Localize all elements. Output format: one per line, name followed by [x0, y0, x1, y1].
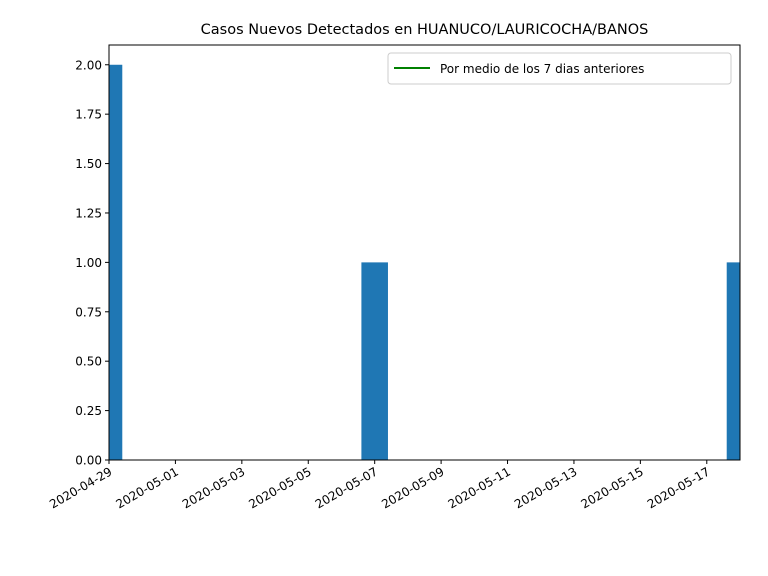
- y-tick-label: 0.50: [75, 355, 102, 369]
- y-tick-label: 1.00: [75, 256, 102, 270]
- legend-box: [387, 52, 732, 85]
- y-tick-label: 1.50: [75, 157, 102, 171]
- chart-title: Casos Nuevos Detectados en HUANUCO/LAURI…: [201, 22, 649, 38]
- bar: [726, 262, 740, 460]
- y-tick-label: 1.25: [75, 206, 102, 220]
- y-tick-label: 2.00: [75, 58, 102, 72]
- legend-label: Por medio de los 7 dias anteriores: [440, 62, 644, 76]
- y-tick-label: 1.75: [75, 108, 102, 122]
- axes-frame: [108, 44, 741, 461]
- bar: [361, 262, 388, 460]
- y-tick-label: 0.75: [75, 305, 102, 319]
- y-tick-label: 0.00: [75, 454, 102, 468]
- y-tick-label: 0.25: [75, 404, 102, 418]
- plot-area: [109, 64, 740, 460]
- bar: [109, 64, 123, 460]
